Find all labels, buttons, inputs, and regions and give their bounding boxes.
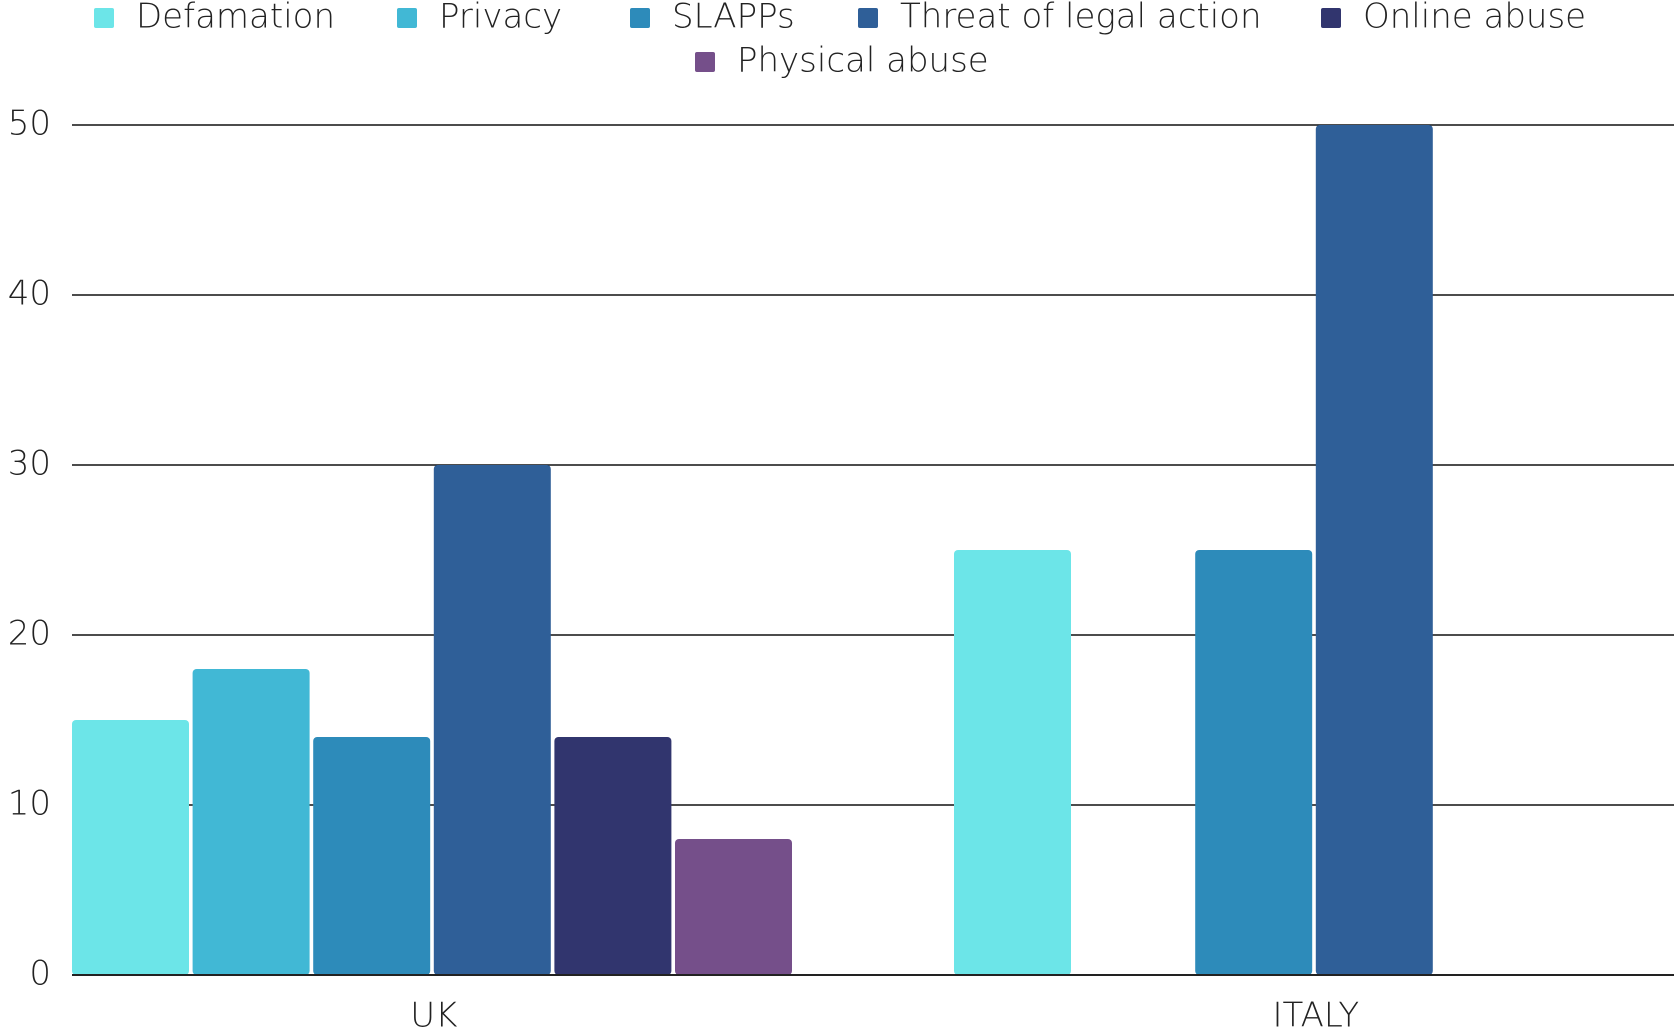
bar bbox=[72, 720, 189, 975]
bar bbox=[675, 839, 792, 975]
legend-swatch bbox=[858, 8, 878, 28]
y-tick-label: 10 bbox=[8, 784, 51, 824]
legend-label: Physical abuse bbox=[737, 41, 989, 81]
y-tick-label: 50 bbox=[8, 104, 51, 144]
bar bbox=[313, 737, 431, 975]
bar bbox=[954, 550, 1071, 975]
bar bbox=[1315, 125, 1433, 975]
y-tick-label: 40 bbox=[8, 274, 51, 314]
bar bbox=[554, 737, 672, 975]
legend-swatch bbox=[94, 8, 114, 28]
bar bbox=[433, 465, 551, 975]
legend-label: Privacy bbox=[439, 0, 562, 37]
legend-label: Defamation bbox=[136, 0, 335, 37]
legend-label: SLAPPs bbox=[672, 0, 795, 37]
legend-swatch bbox=[1321, 8, 1341, 28]
x-tick-label: UK bbox=[410, 996, 457, 1033]
legend-label: Threat of legal action bbox=[900, 0, 1262, 37]
legend-swatch bbox=[397, 8, 417, 28]
bar bbox=[192, 669, 310, 975]
bar bbox=[1195, 550, 1313, 975]
x-tick-label: ITALY bbox=[1272, 996, 1359, 1033]
y-tick-label: 30 bbox=[8, 444, 51, 484]
legend-swatch bbox=[695, 52, 715, 72]
y-tick-label: 20 bbox=[8, 614, 51, 654]
y-tick-label: 0 bbox=[29, 954, 51, 994]
legend-label: Online abuse bbox=[1363, 0, 1586, 37]
legend-swatch bbox=[630, 8, 650, 28]
